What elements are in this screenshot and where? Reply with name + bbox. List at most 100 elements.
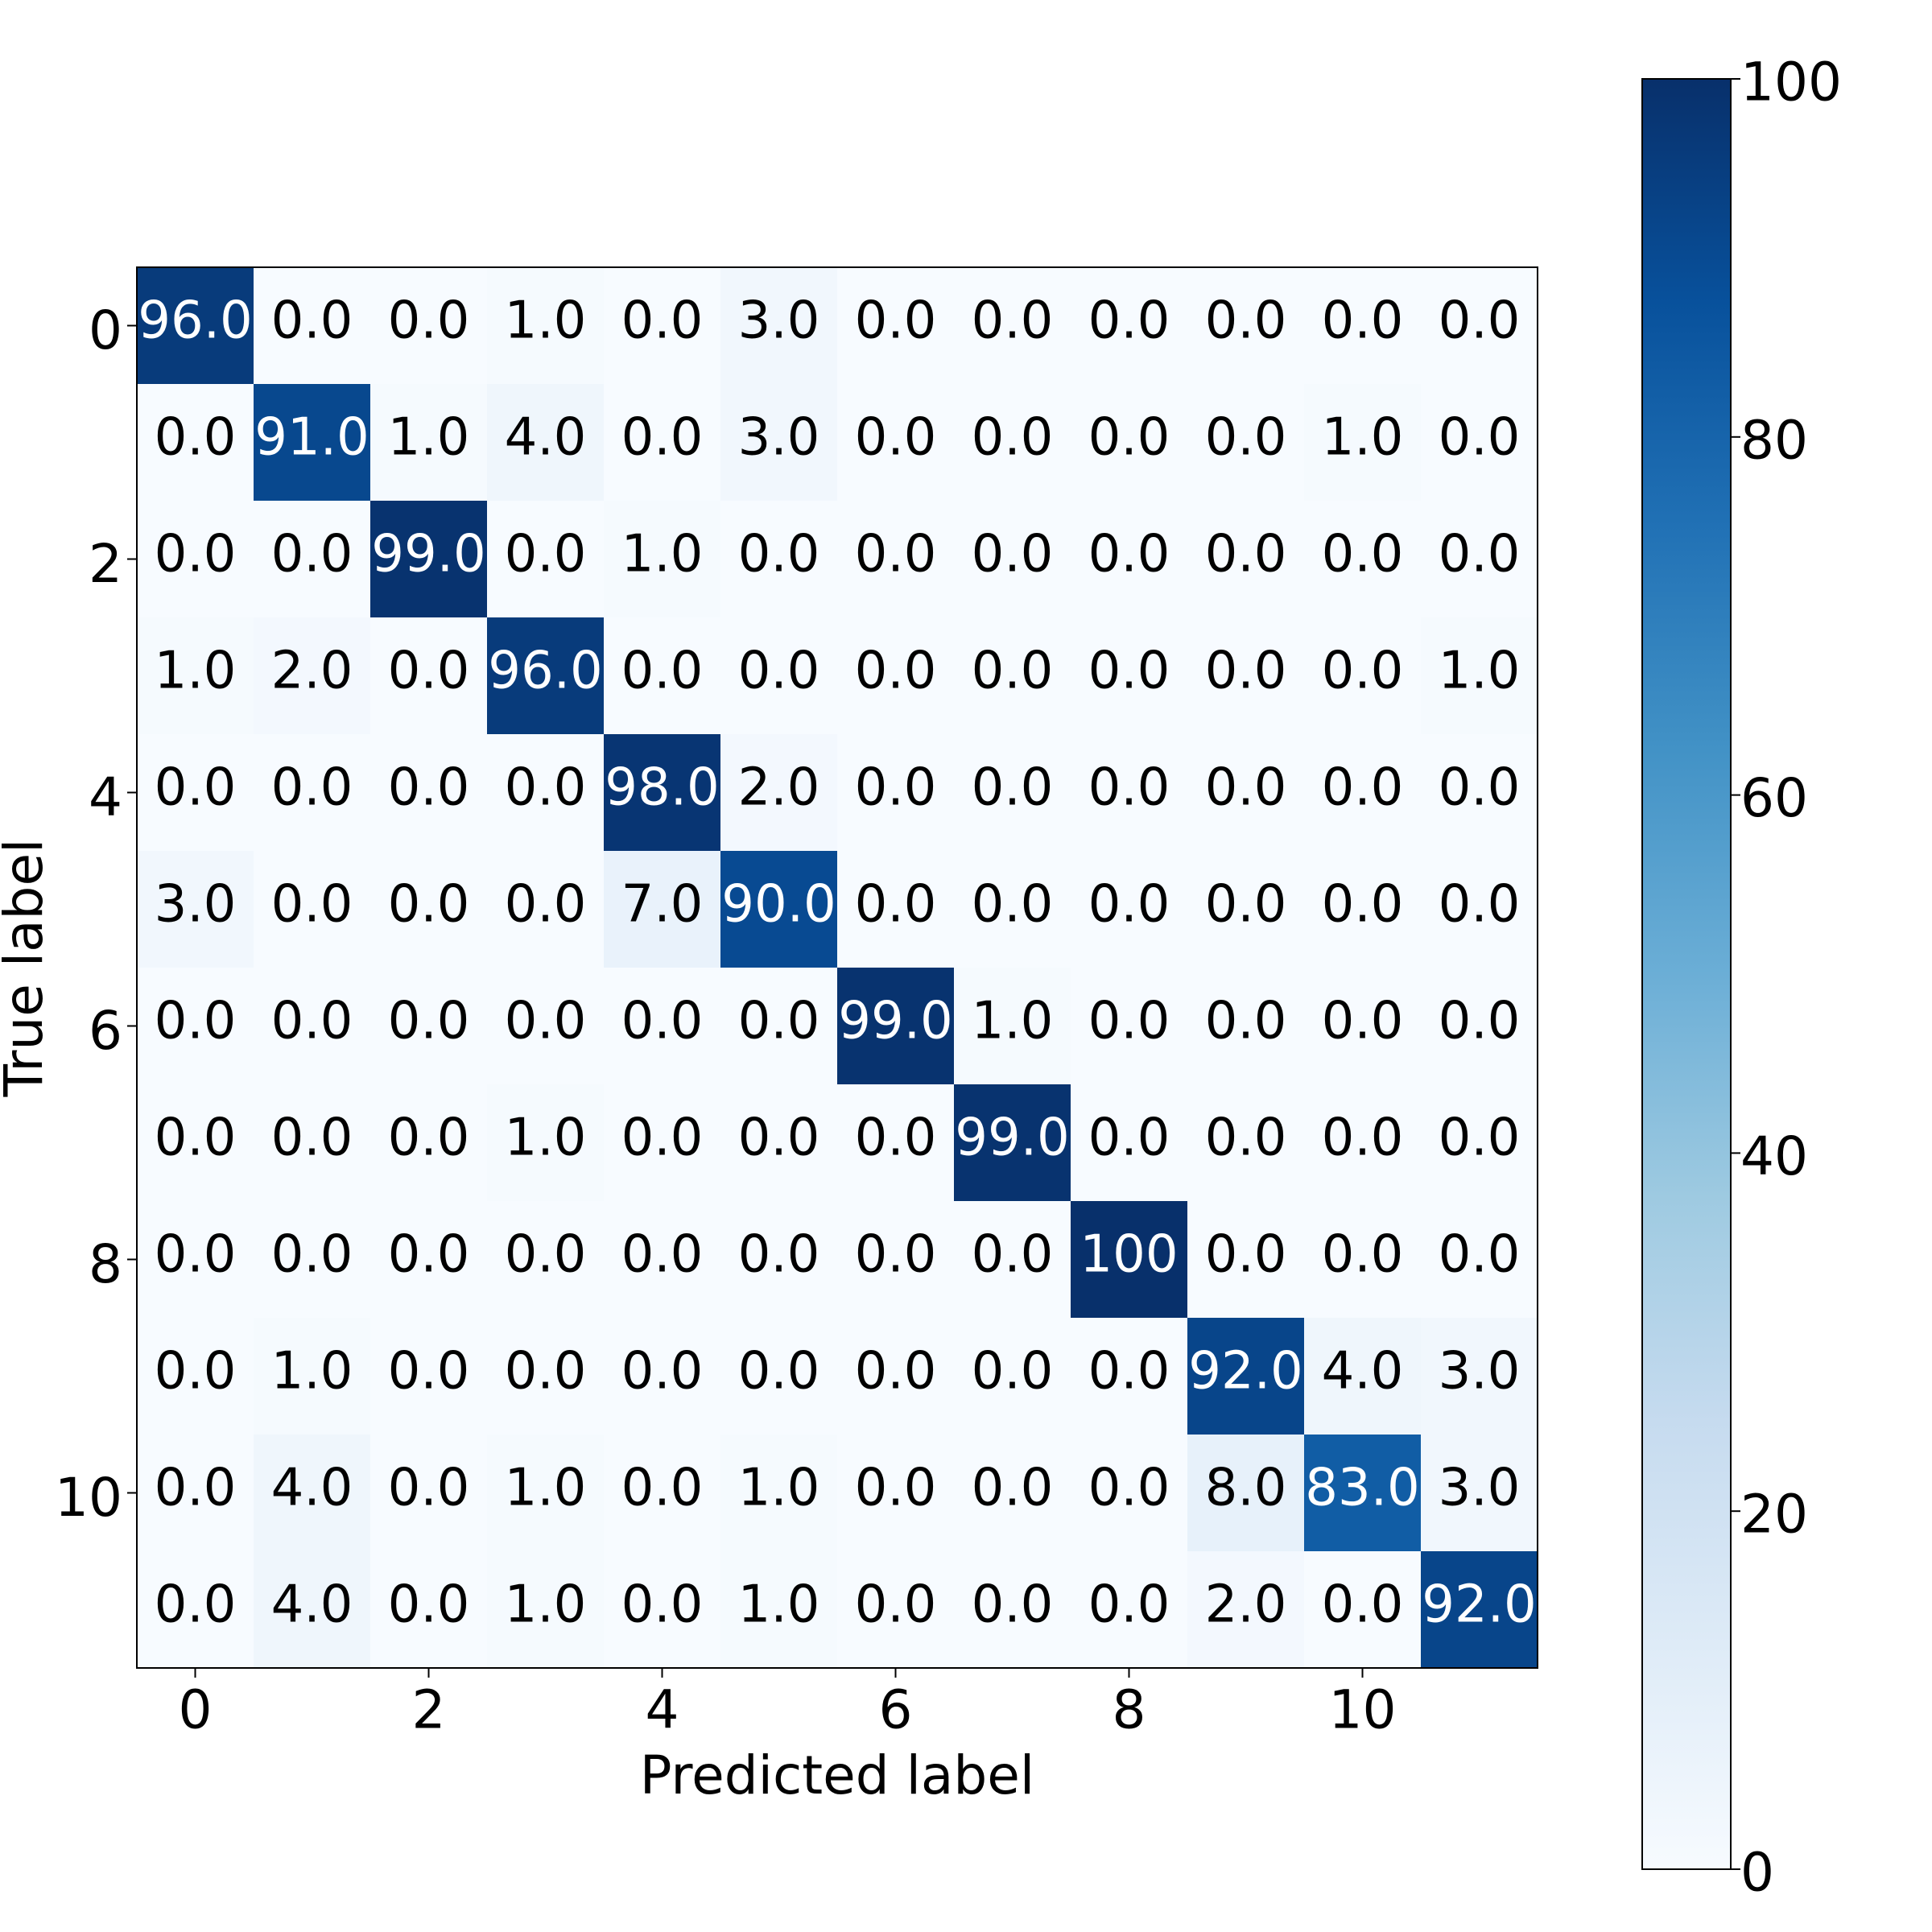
heatmap-cell: [954, 501, 1071, 618]
heatmap-cell: [1304, 1318, 1422, 1435]
cell-value-label: 0.0: [1088, 992, 1170, 1051]
cell-value-label: 0.0: [1088, 525, 1170, 584]
heatmap-cell: [954, 1318, 1071, 1435]
cell-value-label: 1.0: [621, 525, 704, 584]
heatmap-cell: [837, 1551, 955, 1669]
cell-value-label: 0.0: [738, 525, 820, 584]
heatmap-cell: [1304, 1551, 1422, 1669]
cell-value-label: 0.0: [271, 291, 353, 351]
heatmap-cell: [1071, 1084, 1188, 1202]
heatmap-cell: [837, 501, 955, 618]
cell-value-label: 2.0: [271, 642, 353, 701]
x-tick-label: 10: [1329, 1679, 1397, 1741]
cell-value-label: 0.0: [972, 1225, 1054, 1285]
cell-value-label: 8.0: [1205, 1459, 1287, 1518]
heatmap-cell: [254, 1084, 371, 1202]
heatmap-cell: [1187, 1318, 1305, 1435]
colorbar-tick-label: 80: [1740, 409, 1808, 471]
cell-value-label: 0.0: [1439, 291, 1521, 351]
cell-value-label: 0.0: [1205, 992, 1287, 1051]
heatmap-cell: [604, 1318, 721, 1435]
heatmap-cell: [254, 734, 371, 852]
heatmap-cell: [604, 1084, 721, 1202]
colorbar-tick-label: 20: [1740, 1484, 1808, 1546]
cell-value-label: 0.0: [621, 408, 704, 468]
heatmap-cell: [254, 501, 371, 618]
cell-value-label: 0.0: [1439, 992, 1521, 1051]
cell-value-label: 3.0: [738, 291, 820, 351]
cell-value-label: 0.0: [855, 1459, 937, 1518]
cell-value-label: 1.0: [505, 1108, 587, 1168]
cell-value-label: 0.0: [1088, 642, 1170, 701]
heatmap-cell: [1071, 501, 1188, 618]
heatmap-cell: [137, 1551, 254, 1669]
cell-value-label: 0.0: [388, 1342, 470, 1402]
heatmap-cell: [720, 1084, 838, 1202]
cell-value-label: 0.0: [1088, 758, 1170, 818]
cell-value-label: 0.0: [1322, 1225, 1404, 1285]
cell-value-label: 1.0: [738, 1575, 820, 1635]
cell-value-label: 3.0: [155, 875, 237, 935]
heatmap-cell: [487, 968, 605, 1085]
heatmap-cells: 96.0 0.0 0.0 1.0 0.0 3.0 0.0 0.0 0.0 0.0 0.0 0.0 0.0…: [137, 267, 1538, 1669]
heatmap-cell: [487, 267, 605, 385]
cell-value-label: 0.0: [972, 1342, 1054, 1402]
cell-value-label: 0.0: [1322, 642, 1404, 701]
heatmap-cell: [487, 617, 605, 735]
heatmap-cell: [487, 851, 605, 968]
y-tick-label: 8: [89, 1233, 122, 1295]
colorbar-tick-label: 0: [1740, 1842, 1774, 1904]
cell-value-label: 99.0: [371, 525, 486, 584]
heatmap-cell: [137, 1084, 254, 1202]
heatmap-cell: [1071, 267, 1188, 385]
cell-value-label: 0.0: [155, 1459, 237, 1518]
heatmap-cell: [254, 1551, 371, 1669]
heatmap-cell: [720, 384, 838, 502]
cell-value-label: 0.0: [388, 992, 470, 1051]
heatmap-cell: [1187, 384, 1305, 502]
cell-value-label: 96.0: [488, 642, 603, 701]
heatmap-cell: [1304, 617, 1422, 735]
cell-value-label: 0.0: [1205, 408, 1287, 468]
cell-value-label: 0.0: [621, 992, 704, 1051]
heatmap-cell: [720, 267, 838, 385]
heatmap-cell: [604, 617, 721, 735]
heatmap-cell: [954, 1201, 1071, 1319]
cell-value-label: 96.0: [138, 291, 253, 351]
heatmap-cell: [837, 968, 955, 1085]
cell-value-label: 1.0: [155, 642, 237, 701]
colorbar-tick-label: 100: [1740, 52, 1842, 114]
heatmap-cell: [254, 1435, 371, 1552]
cell-value-label: 0.0: [738, 1225, 820, 1285]
heatmap-cell: [837, 617, 955, 735]
heatmap-cell: [370, 1318, 488, 1435]
cell-value-label: 0.0: [1322, 291, 1404, 351]
cell-value-label: 0.0: [388, 642, 470, 701]
cell-value-label: 0.0: [388, 1459, 470, 1518]
heatmap-cell: [954, 1435, 1071, 1552]
cell-value-label: 0.0: [1322, 1575, 1404, 1635]
y-tick-label: 4: [89, 766, 122, 828]
cell-value-label: 0.0: [271, 1225, 353, 1285]
y-tick-label: 6: [89, 1000, 122, 1062]
heatmap-cell: [1421, 384, 1538, 502]
cell-value-label: 0.0: [972, 758, 1054, 818]
heatmap-cell: [370, 384, 488, 502]
cell-value-label: 0.0: [621, 642, 704, 701]
cell-value-label: 0.0: [855, 1575, 937, 1635]
y-axis-label: True label: [0, 839, 55, 1098]
colorbar-tick-label: 60: [1740, 767, 1808, 829]
cell-value-label: 0.0: [972, 525, 1054, 584]
heatmap-cell: [1071, 1551, 1188, 1669]
cell-value-label: 0.0: [155, 1225, 237, 1285]
heatmap-cell: [254, 267, 371, 385]
cell-value-label: 91.0: [254, 408, 369, 468]
x-tick-label: 4: [646, 1679, 679, 1741]
heatmap-cell: [137, 1435, 254, 1552]
y-axis-ticks: 0 2 4 6 8 10: [55, 299, 137, 1529]
heatmap-cell: [1421, 1084, 1538, 1202]
heatmap-cell: [720, 968, 838, 1085]
cell-value-label: 0.0: [855, 642, 937, 701]
heatmap-cell: [137, 968, 254, 1085]
